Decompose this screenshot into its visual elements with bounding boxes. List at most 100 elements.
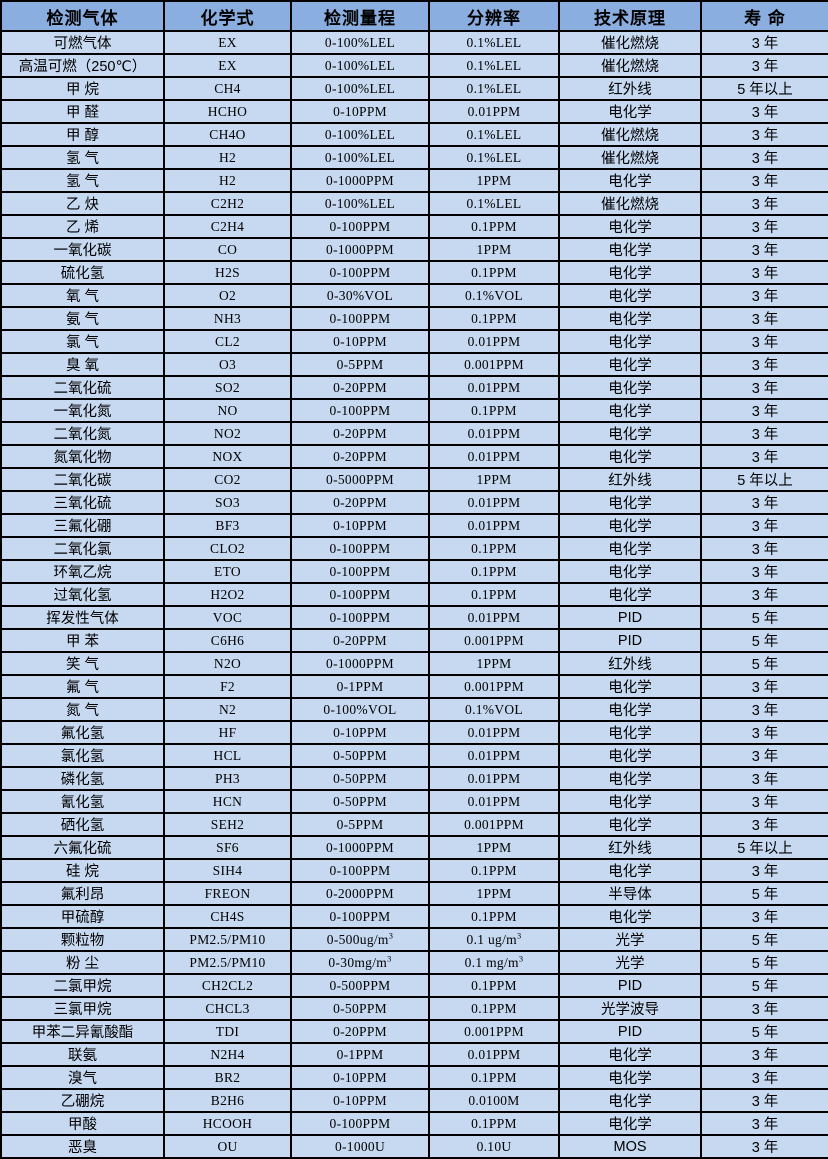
cell-res: 0.1PPM — [428, 536, 560, 561]
cell-res: 0.0100M — [428, 1088, 560, 1113]
cell-name: 环氧乙烷 — [0, 559, 165, 584]
cell-life: 3 年 — [700, 1134, 828, 1159]
cell-res: 0.01PPM — [428, 1042, 560, 1067]
cell-life: 3 年 — [700, 766, 828, 791]
table-row: 三氧化硫 SO3 0-20PPM 0.01PPM 电化学 3 年 — [0, 490, 828, 515]
cell-tech: 光学 — [558, 927, 702, 952]
table-row: 粉 尘 PM2.5/PM10 0-30mg/m3 0.1 mg/m3 光学 5 年 — [0, 950, 828, 975]
cell-name: 三氧化硫 — [0, 490, 165, 515]
cell-form: H2S — [163, 260, 292, 285]
table-row: 甲酸 HCOOH 0-100PPM 0.1PPM 电化学 3 年 — [0, 1111, 828, 1136]
cell-range: 0-10PPM — [290, 1065, 430, 1090]
table-row: 二氧化氮 NO2 0-20PPM 0.01PPM 电化学 3 年 — [0, 421, 828, 446]
cell-range: 0-1000PPM — [290, 237, 430, 262]
cell-res: 0.1 ug/m3 — [428, 927, 560, 952]
cell-form: C2H4 — [163, 214, 292, 239]
cell-name: 臭 氧 — [0, 352, 165, 377]
cell-tech: 催化燃烧 — [558, 53, 702, 78]
cell-res: 1PPM — [428, 835, 560, 860]
column-header-resolution: 分辨率 — [428, 0, 560, 32]
cell-form: H2 — [163, 145, 292, 170]
table-row: 甲 烷 CH4 0-100%LEL 0.1%LEL 红外线 5 年以上 — [0, 76, 828, 101]
cell-tech: 电化学 — [558, 1088, 702, 1113]
table-row: 甲 苯 C6H6 0-20PPM 0.001PPM PID 5 年 — [0, 628, 828, 653]
cell-life: 3 年 — [700, 904, 828, 929]
table-row: 过氧化氢 H2O2 0-100PPM 0.1PPM 电化学 3 年 — [0, 582, 828, 607]
cell-life: 3 年 — [700, 214, 828, 239]
cell-tech: 电化学 — [558, 237, 702, 262]
cell-name: 二氯甲烷 — [0, 973, 165, 998]
cell-name: 乙 炔 — [0, 191, 165, 216]
cell-name: 笑 气 — [0, 651, 165, 676]
cell-name: 硒化氢 — [0, 812, 165, 837]
cell-res: 0.1PPM — [428, 582, 560, 607]
cell-name: 恶臭 — [0, 1134, 165, 1159]
cell-life: 3 年 — [700, 1088, 828, 1113]
table-row: 六氟化硫 SF6 0-1000PPM 1PPM 红外线 5 年以上 — [0, 835, 828, 860]
cell-form: NH3 — [163, 306, 292, 331]
cell-form: TDI — [163, 1019, 292, 1044]
cell-name: 一氧化碳 — [0, 237, 165, 262]
cell-form: CL2 — [163, 329, 292, 354]
cell-res: 0.01PPM — [428, 605, 560, 630]
cell-range: 0-5PPM — [290, 352, 430, 377]
table-body: 可燃气体 EX 0-100%LEL 0.1%LEL 催化燃烧 3 年高温可燃（250℃） E… — [0, 30, 828, 1159]
cell-res: 0.1%LEL — [428, 76, 560, 101]
cell-form: HCN — [163, 789, 292, 814]
cell-range: 0-30%VOL — [290, 283, 430, 308]
cell-tech: 电化学 — [558, 858, 702, 883]
cell-res: 0.01PPM — [428, 490, 560, 515]
table-row: 一氧化氮 NO 0-100PPM 0.1PPM 电化学 3 年 — [0, 398, 828, 423]
table-row: 溴气 BR2 0-10PPM 0.1PPM 电化学 3 年 — [0, 1065, 828, 1090]
cell-res: 0.1%LEL — [428, 122, 560, 147]
cell-res: 0.01PPM — [428, 329, 560, 354]
cell-life: 3 年 — [700, 421, 828, 446]
table-row: 三氟化硼 BF3 0-10PPM 0.01PPM 电化学 3 年 — [0, 513, 828, 538]
cell-res: 0.1PPM — [428, 904, 560, 929]
cell-form: NO — [163, 398, 292, 423]
cell-name: 氮氧化物 — [0, 444, 165, 469]
table-row: 挥发性气体 VOC 0-100PPM 0.01PPM PID 5 年 — [0, 605, 828, 630]
cell-tech: 电化学 — [558, 1065, 702, 1090]
cell-range: 0-20PPM — [290, 1019, 430, 1044]
cell-form: SO3 — [163, 490, 292, 515]
cell-life: 3 年 — [700, 329, 828, 354]
cell-tech: 电化学 — [558, 375, 702, 400]
table-row: 二氯甲烷 CH2CL2 0-500PPM 0.1PPM PID 5 年 — [0, 973, 828, 998]
cell-range: 0-100%LEL — [290, 76, 430, 101]
cell-tech: 光学 — [558, 950, 702, 975]
cell-range: 0-100PPM — [290, 260, 430, 285]
cell-tech: 催化燃烧 — [558, 30, 702, 55]
cell-form: HF — [163, 720, 292, 745]
cell-range: 0-50PPM — [290, 743, 430, 768]
cell-name: 二氧化碳 — [0, 467, 165, 492]
cell-life: 3 年 — [700, 582, 828, 607]
cell-life: 5 年 — [700, 973, 828, 998]
table-row: 硫化氢 H2S 0-100PPM 0.1PPM 电化学 3 年 — [0, 260, 828, 285]
cell-range: 0-100PPM — [290, 214, 430, 239]
table-row: 二氧化氯 CLO2 0-100PPM 0.1PPM 电化学 3 年 — [0, 536, 828, 561]
cell-form: BR2 — [163, 1065, 292, 1090]
table-row: 氢 气 H2 0-100%LEL 0.1%LEL 催化燃烧 3 年 — [0, 145, 828, 170]
cell-life: 3 年 — [700, 30, 828, 55]
cell-range: 0-1000PPM — [290, 651, 430, 676]
cell-range: 0-1000PPM — [290, 168, 430, 193]
table-row: 高温可燃（250℃） EX 0-100%LEL 0.1%LEL 催化燃烧 3 年 — [0, 53, 828, 78]
cell-life: 5 年以上 — [700, 76, 828, 101]
cell-name: 粉 尘 — [0, 950, 165, 975]
table-row: 氮氧化物 NOX 0-20PPM 0.01PPM 电化学 3 年 — [0, 444, 828, 469]
cell-range: 0-1000PPM — [290, 835, 430, 860]
cell-range: 0-20PPM — [290, 444, 430, 469]
cell-name: 甲苯二异氰酸酯 — [0, 1019, 165, 1044]
table-row: 甲苯二异氰酸酯 TDI 0-20PPM 0.001PPM PID 5 年 — [0, 1019, 828, 1044]
cell-tech: 电化学 — [558, 421, 702, 446]
column-header-name: 检测气体 — [0, 0, 165, 32]
header-row: 检测气体 化学式 检测量程 分辨率 技术原理 寿 命 — [0, 0, 828, 32]
cell-tech: 光学波导 — [558, 996, 702, 1021]
cell-range: 0-100PPM — [290, 536, 430, 561]
table-row: 甲 醇 CH4O 0-100%LEL 0.1%LEL 催化燃烧 3 年 — [0, 122, 828, 147]
cell-form: HCL — [163, 743, 292, 768]
table-row: 甲 醛 HCHO 0-10PPM 0.01PPM 电化学 3 年 — [0, 99, 828, 124]
cell-res: 0.10U — [428, 1134, 560, 1159]
cell-res: 0.01PPM — [428, 766, 560, 791]
